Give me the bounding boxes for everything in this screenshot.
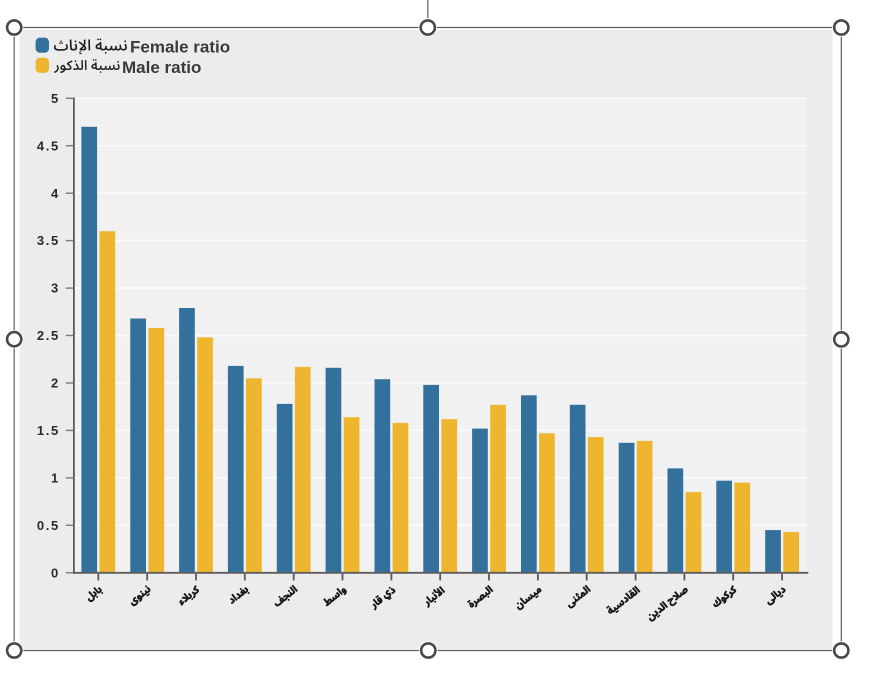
svg-text:4: 4 [51, 186, 60, 201]
svg-text:4.5: 4.5 [37, 138, 60, 153]
svg-text:0.5: 0.5 [37, 518, 60, 533]
svg-text:1.5: 1.5 [37, 423, 60, 438]
svg-text:Male ratio: Male ratio [122, 58, 201, 77]
svg-text:3: 3 [51, 281, 60, 296]
svg-text:2.5: 2.5 [37, 328, 60, 343]
svg-text:1: 1 [51, 471, 60, 486]
svg-text:0: 0 [51, 565, 60, 580]
svg-text:Female ratio: Female ratio [130, 38, 230, 57]
svg-text:5: 5 [51, 91, 60, 106]
svg-text:2: 2 [51, 376, 60, 391]
svg-text:3.5: 3.5 [37, 233, 60, 248]
